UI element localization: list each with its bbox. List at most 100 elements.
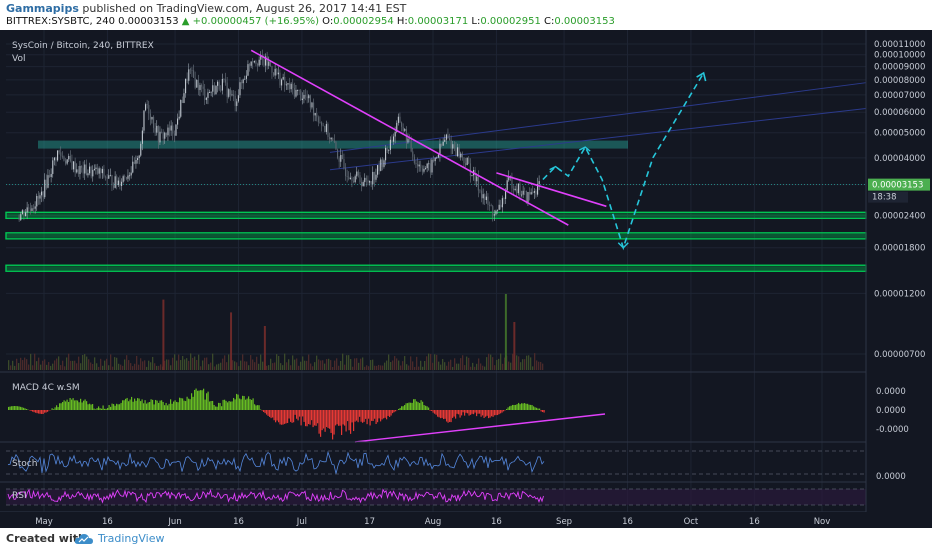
candle [153, 116, 155, 128]
macd-bar [144, 400, 146, 410]
candle [521, 194, 523, 196]
volume-bar [80, 363, 82, 370]
candle [108, 175, 110, 179]
stoch-pane[interactable] [6, 450, 866, 475]
volume-bar [24, 357, 26, 370]
macd-bar [506, 408, 508, 410]
projection-arrow-head [549, 165, 562, 172]
macd-bar [38, 410, 40, 414]
candle [268, 61, 270, 66]
macd-bar [192, 396, 194, 410]
macd-bar [263, 410, 265, 412]
volume-bar [186, 358, 188, 370]
macd-bar [309, 410, 311, 425]
macd-bar [374, 410, 376, 419]
volume-bar [52, 363, 54, 370]
publish-line: Gammapips published on TradingView.com, … [6, 2, 406, 15]
price-pane[interactable] [5, 49, 867, 370]
volume-bar [220, 362, 222, 370]
macd-bar [114, 405, 116, 410]
candle [383, 160, 385, 167]
candle [381, 159, 383, 167]
candle [322, 125, 324, 127]
candle [476, 176, 478, 182]
volume-bar [350, 359, 352, 370]
volume-bar [132, 366, 134, 370]
tradingview-brand[interactable]: TradingView [98, 532, 165, 545]
candle [162, 131, 164, 139]
rsi-pane[interactable] [6, 488, 866, 506]
candle [81, 165, 83, 168]
macd-bar [72, 398, 74, 410]
macd-bar [420, 400, 422, 410]
candle [349, 177, 351, 180]
volume-bar [390, 361, 392, 370]
publish-header: Gammapips published on TradingView.com, … [0, 0, 932, 30]
volume-bar [164, 360, 166, 370]
candle [332, 137, 334, 141]
volume-bar [432, 362, 434, 370]
candle [178, 116, 180, 119]
volume-bar [482, 365, 484, 370]
volume-bar [424, 360, 426, 370]
macd-bar [20, 406, 22, 410]
volume-bar [410, 356, 412, 370]
candle [105, 176, 107, 178]
volume-bar [318, 359, 320, 370]
macd-bar [131, 396, 133, 410]
candle [529, 192, 531, 195]
volume-bar [44, 359, 46, 370]
volume-bar [20, 357, 22, 370]
macd-bar [237, 394, 239, 410]
macd-pane[interactable] [8, 388, 606, 443]
macd-bar [206, 393, 208, 410]
tradingview-cloud-icon [74, 534, 93, 544]
volume-bar [262, 361, 264, 370]
price-tick-label: 0.00006000 [874, 108, 925, 118]
volume-bar [442, 358, 444, 370]
macd-bar [387, 410, 389, 416]
stoch-title: Stoch [12, 459, 37, 469]
candle [321, 122, 323, 126]
macd-bar [363, 410, 365, 422]
volume-bar [266, 365, 268, 370]
time-axis[interactable]: May 16 Jun 16 Jul 17 Aug 16 Sep 16 Oct 16 Nov [0, 512, 932, 528]
candle [45, 179, 47, 188]
triangle-upper-line[interactable] [496, 172, 607, 208]
close-value: 0.00003153 [554, 16, 615, 27]
candle [348, 176, 350, 180]
volume-bar [338, 365, 340, 370]
candle [538, 181, 540, 185]
candle [258, 59, 260, 66]
macd-bar [479, 410, 481, 414]
candle [444, 139, 446, 142]
volume-bar [446, 365, 448, 370]
volume-bar [106, 358, 108, 370]
candle [453, 144, 455, 149]
candle [193, 70, 195, 78]
volume-bar [232, 360, 234, 370]
macd-bar [242, 395, 244, 410]
macd-bar [84, 399, 86, 410]
macd-bar [429, 410, 431, 411]
macd-bar [338, 410, 340, 426]
author-link[interactable]: Gammapips [6, 2, 79, 15]
macd-bar [375, 410, 377, 425]
descending-trendline[interactable] [250, 49, 569, 226]
macd-bar [221, 406, 223, 410]
candle [39, 195, 41, 199]
candle [247, 64, 249, 76]
macd-bar [414, 399, 416, 410]
macd-bar [162, 401, 164, 410]
macd-trendline[interactable] [354, 413, 606, 443]
macd-bar [56, 405, 58, 410]
volume-bar [304, 360, 306, 370]
candle [241, 82, 243, 84]
macd-bar [182, 398, 184, 410]
macd-bar [456, 410, 458, 414]
macd-bar [26, 408, 28, 410]
candle [359, 175, 361, 182]
candle [495, 210, 497, 215]
